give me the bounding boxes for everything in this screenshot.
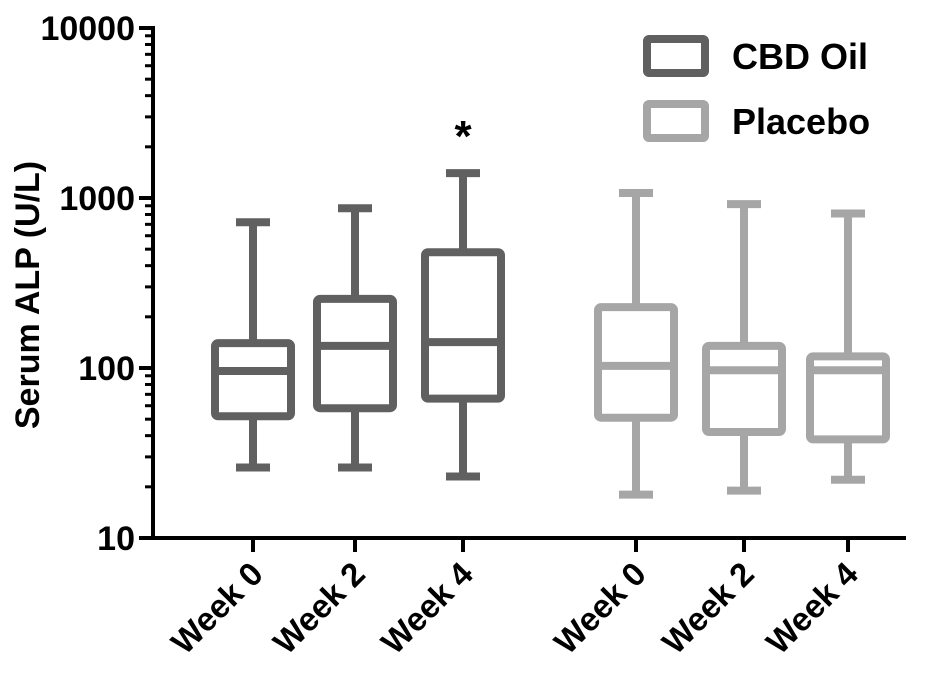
y-axis: 10 100 1000 10000	[40, 10, 155, 558]
legend-label: CBD Oil	[732, 36, 868, 77]
box-placebo-week-0	[594, 189, 678, 499]
x-tick-label: Week 2	[655, 555, 761, 661]
x-tick-label: Week 4	[759, 554, 866, 661]
iqr-box	[421, 248, 505, 403]
y-tick-label: 1000	[59, 180, 135, 218]
y-tick-label: 10	[97, 520, 135, 558]
x-tick-label: Week 0	[547, 555, 653, 661]
y-tick-label: 10000	[40, 10, 135, 48]
box-cbd-oil-week-2	[313, 204, 397, 472]
iqr-box	[211, 339, 295, 421]
significance-marker: *	[454, 112, 472, 161]
iqr-box	[702, 341, 786, 437]
box-placebo-week-4	[806, 209, 890, 484]
legend-swatch	[643, 100, 709, 142]
x-tick-label: Week 0	[164, 555, 270, 661]
y-tick-label: 100	[78, 350, 135, 388]
x-tick-label: Week 2	[266, 555, 372, 661]
boxes: *	[211, 112, 890, 499]
y-axis-label: Serum ALP (U/L)	[9, 161, 47, 429]
box-placebo-week-2	[702, 200, 786, 495]
legend-label: Placebo	[732, 101, 870, 142]
box-cbd-oil-week-4: *	[421, 112, 505, 481]
x-tick-label: Week 4	[374, 554, 481, 661]
legend-swatch	[643, 35, 709, 77]
legend: CBD Oil Placebo	[643, 35, 870, 142]
box-cbd-oil-week-0	[211, 218, 295, 472]
iqr-box	[313, 294, 397, 413]
iqr-box	[806, 352, 890, 444]
